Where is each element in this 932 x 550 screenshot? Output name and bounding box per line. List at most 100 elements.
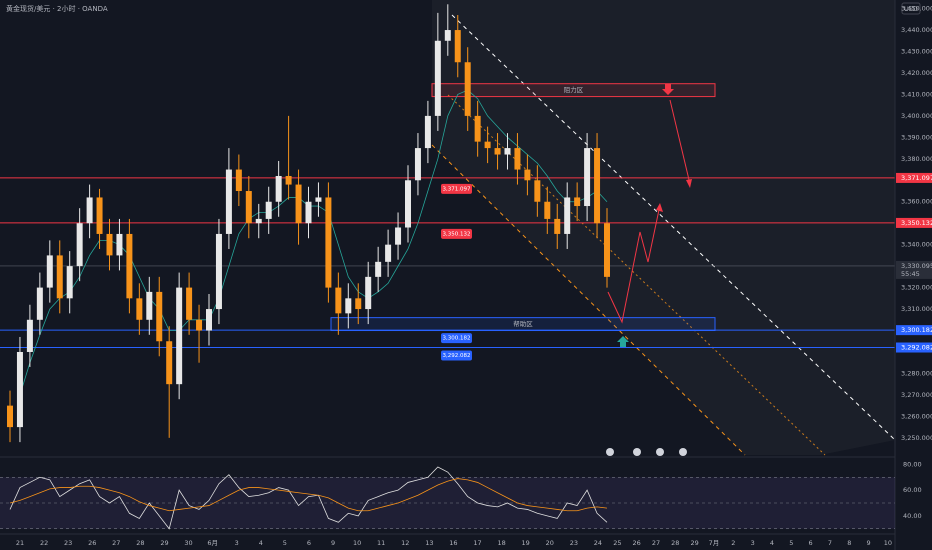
currency-box (901, 2, 921, 15)
candle-body (594, 148, 601, 224)
candle-body (275, 175, 282, 202)
x-tick-label: 26 (633, 539, 641, 547)
x-tick-label: 9 (331, 539, 335, 547)
candle-body (7, 405, 13, 428)
y-tick-label: 3,420.000 (901, 69, 932, 77)
x-tick-label: 2 (731, 539, 735, 547)
channel-lower (431, 144, 746, 456)
price-tag: 3,300.182 (443, 336, 471, 342)
event-icon (656, 448, 664, 456)
candle-body (126, 233, 133, 299)
event-icon (606, 448, 614, 456)
x-tick-label: 23 (570, 539, 578, 547)
rsi-line (9, 466, 608, 530)
x-tick-label: 3 (235, 539, 239, 547)
x-tick-label: 11 (377, 539, 385, 547)
x-tick-label: 21 (16, 539, 24, 547)
price-tag: 3,350.132 (443, 231, 471, 237)
x-tick-label: 5 (283, 539, 287, 547)
candle-body (66, 266, 73, 299)
candle-body (166, 341, 173, 385)
rsi-tick-label: 40.00 (903, 512, 922, 520)
candle-body (424, 115, 431, 149)
axis-price-tag (896, 325, 932, 336)
axis-price-tag-label: 3,371.097 (901, 174, 932, 182)
candle-body (255, 218, 262, 224)
candle-body (176, 287, 183, 385)
candle-body (444, 30, 451, 41)
candle-body (544, 201, 551, 219)
candle-body (365, 276, 372, 310)
y-tick-label: 3,400.000 (901, 112, 932, 120)
x-tick-label: 30 (184, 539, 192, 547)
x-tick-label: 5 (789, 539, 793, 547)
candle-body (414, 148, 421, 181)
candle-body (574, 197, 581, 207)
axis-price-tag (896, 172, 932, 183)
x-tick-label: 7月 (709, 539, 720, 547)
y-tick-label: 3,310.000 (901, 305, 932, 313)
x-tick-label: 6 (809, 539, 813, 547)
candle-body (186, 287, 193, 320)
x-tick-label: 24 (594, 539, 602, 547)
x-tick-label: 19 (522, 539, 530, 547)
candle-body (584, 148, 591, 207)
x-tick-label: 26 (88, 539, 96, 547)
candle-body (136, 298, 143, 320)
candle-body (604, 223, 610, 277)
x-tick-label: 28 (136, 539, 144, 547)
up-arrow-icon (617, 336, 629, 347)
candle-body (36, 287, 43, 320)
candle-body (454, 30, 461, 63)
y-tick-label: 3,320.000 (901, 284, 932, 292)
symbol-title: 黄金现货/美元 · 2小时 · OANDA (6, 4, 108, 13)
zone-label: 阻力区 (564, 85, 584, 94)
candle-body (265, 201, 272, 219)
x-tick-label: 25 (613, 539, 621, 547)
candle-body (524, 169, 531, 181)
candle-body (355, 298, 362, 310)
candle-body (395, 227, 402, 245)
x-tick-label: 3 (751, 539, 755, 547)
candle-body (405, 180, 411, 228)
y-tick-label: 3,260.000 (901, 412, 932, 420)
last-price-label: 3,330.095 (901, 262, 932, 270)
x-tick-label: 10 (353, 539, 361, 547)
rsi-ma-line (9, 478, 608, 512)
x-tick-label: 4 (770, 539, 774, 547)
projection-path (607, 204, 661, 324)
candle-body (146, 291, 153, 320)
candle-body (514, 148, 521, 170)
y-tick-label: 3,430.000 (901, 48, 932, 56)
candle-body (504, 148, 511, 155)
x-tick-label: 23 (64, 539, 72, 547)
candle-body (156, 291, 163, 342)
y-tick-label: 3,440.000 (901, 26, 932, 34)
candle-body (494, 148, 501, 155)
candle-body (116, 233, 123, 256)
x-tick-label: 20 (546, 539, 554, 547)
candle-body (26, 319, 33, 352)
candle-body (196, 319, 203, 331)
rsi-tick-label: 60.00 (903, 486, 922, 494)
down-arrow-icon (662, 84, 674, 95)
zone (431, 83, 716, 98)
x-tick-label: 28 (671, 539, 679, 547)
y-tick-label: 3,280.000 (901, 369, 932, 377)
candle-body (56, 255, 63, 299)
x-tick-label: 9 (867, 539, 871, 547)
candle-body (106, 233, 113, 256)
price-tag-bg (441, 183, 472, 194)
y-tick-label: 3,390.000 (901, 133, 932, 141)
axis-price-tag (896, 217, 932, 228)
price-tag: 3,371.097 (443, 186, 471, 192)
axis-price-tag-label: 3,292.082 (901, 344, 932, 352)
arrow-head (656, 203, 663, 212)
candle-body (385, 244, 392, 262)
x-tick-label: 29 (160, 539, 168, 547)
channel-upper (451, 14, 896, 441)
price-tag-bg (441, 228, 472, 239)
arrow-head (686, 179, 692, 188)
